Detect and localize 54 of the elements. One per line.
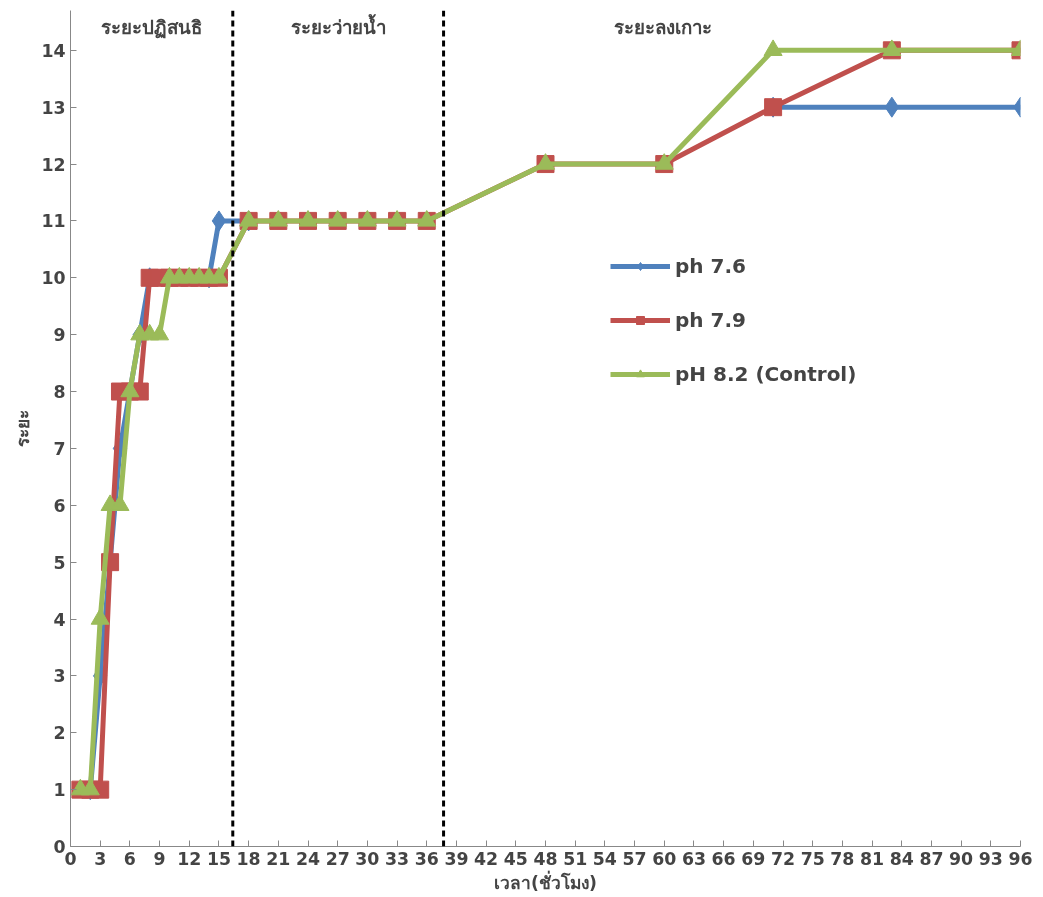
annotation: ระยะปฏิสนธิ — [101, 16, 203, 39]
x-tick-label: 6 — [123, 848, 136, 869]
y-tick-label: 9 — [53, 325, 66, 346]
x-tick-label: 48 — [533, 848, 558, 869]
y-tick-label: 10 — [41, 268, 66, 289]
y-tick-label: 8 — [53, 382, 66, 403]
y-tick-label: 6 — [53, 495, 66, 516]
x-tick-label: 45 — [503, 848, 528, 869]
x-tick-label: 90 — [949, 848, 974, 869]
x-tick-label: 54 — [592, 848, 617, 869]
y-tick-label: 14 — [41, 40, 66, 61]
x-tick-label: 57 — [622, 848, 647, 869]
x-tick-label: 87 — [919, 848, 944, 869]
x-tick-label: 3 — [94, 848, 107, 869]
x-tick-label: 63 — [681, 848, 707, 869]
x-tick-label: 27 — [325, 848, 350, 869]
x-tick-label: 12 — [177, 848, 202, 869]
y-tick-label: 13 — [41, 97, 66, 118]
x-tick-label: 33 — [385, 848, 410, 869]
legend-label: ph 7.6 — [675, 254, 746, 278]
x-tick-label: 30 — [355, 848, 380, 869]
x-tick-label: 18 — [236, 848, 261, 869]
x-tick-label: 93 — [978, 848, 1003, 869]
legend-label: ph 7.9 — [675, 308, 746, 332]
x-tick-label: 9 — [153, 848, 166, 869]
x-tick-label: 66 — [711, 848, 736, 869]
x-tick-label: 42 — [474, 848, 499, 869]
x-tick-label: 84 — [889, 848, 914, 869]
y-tick-label: 12 — [41, 154, 66, 175]
x-tick-label: 24 — [295, 848, 321, 869]
annotation: ระยะลงเกาะ — [613, 16, 712, 38]
x-tick-label: 51 — [563, 848, 588, 869]
x-tick-label: 78 — [830, 848, 855, 869]
x-tick-label: 39 — [444, 848, 469, 869]
y-tick-label: 11 — [41, 211, 66, 232]
legend-label: pH 8.2 (Control) — [675, 362, 857, 386]
x-tick-label: 81 — [860, 848, 885, 869]
y-tick-label: 3 — [53, 666, 66, 687]
y-tick-label: 5 — [53, 552, 66, 573]
x-tick-label: 96 — [1008, 848, 1033, 869]
y-tick-label: 1 — [53, 780, 66, 801]
y-tick-label: 4 — [53, 609, 66, 630]
y-tick-label: 2 — [53, 723, 66, 744]
x-tick-label: 75 — [800, 848, 825, 869]
y-tick-label: 7 — [53, 438, 66, 459]
x-tick-label: 72 — [770, 848, 796, 869]
annotation: ระยะว่ายน้ำ — [290, 13, 386, 38]
x-tick-label: 69 — [741, 848, 766, 869]
x-tick-label: 15 — [206, 848, 232, 869]
x-tick-label: 21 — [266, 848, 291, 869]
x-axis-title: เวลา(ชั่วโมง) — [494, 869, 597, 893]
y-axis-title: ระยะ — [13, 410, 34, 447]
x-tick-label: 36 — [414, 848, 439, 869]
x-tick-label: 60 — [652, 848, 677, 869]
